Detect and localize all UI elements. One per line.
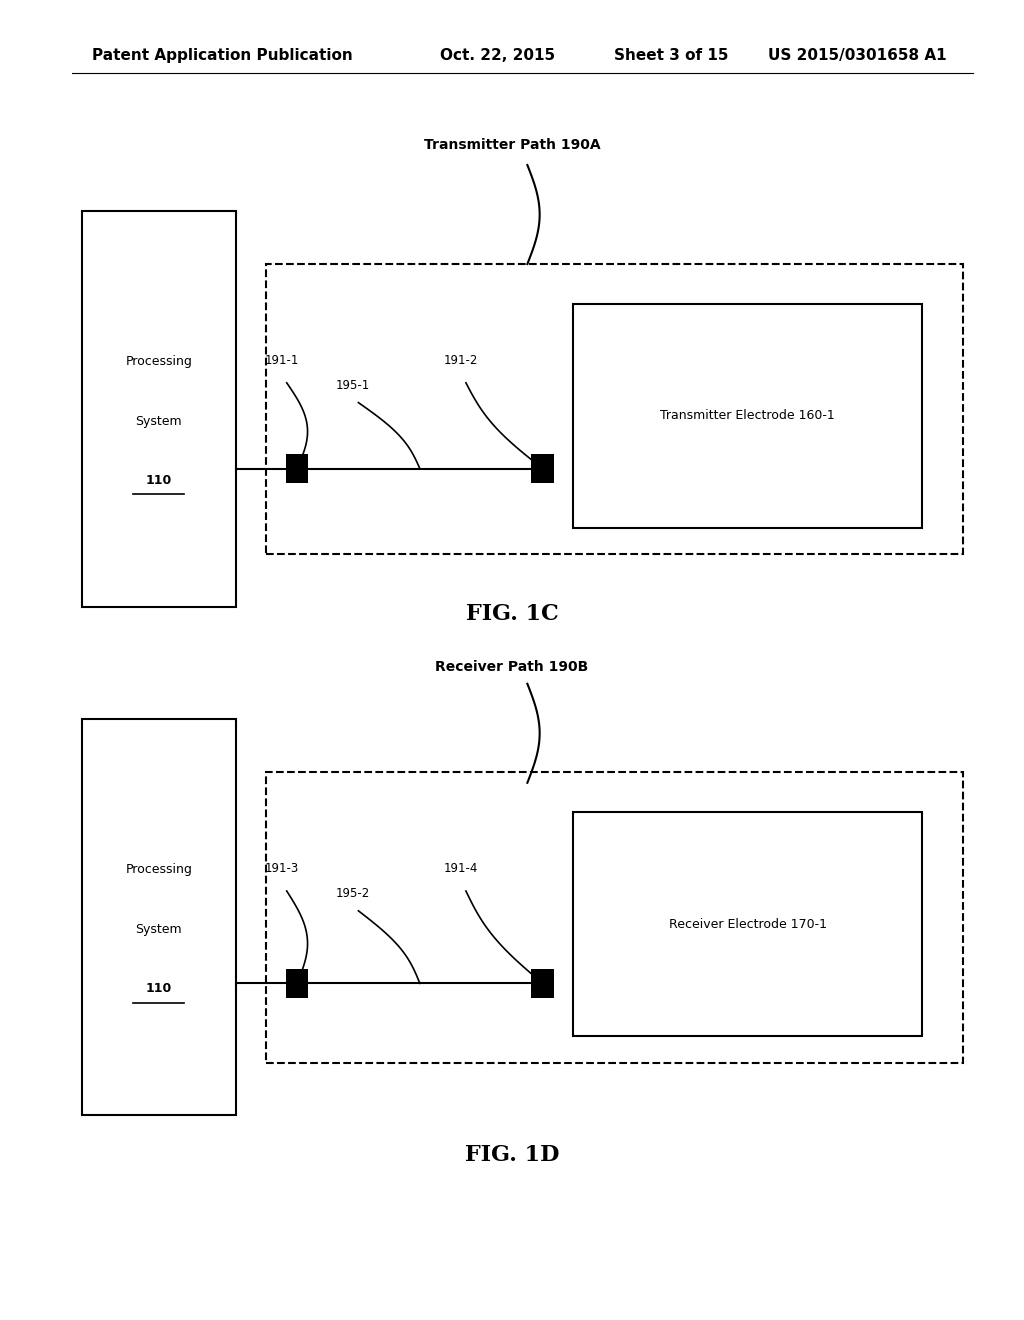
Text: 195-1: 195-1: [336, 379, 371, 392]
FancyBboxPatch shape: [286, 454, 308, 483]
Text: US 2015/0301658 A1: US 2015/0301658 A1: [768, 48, 946, 63]
Text: 191-1: 191-1: [264, 354, 299, 367]
FancyBboxPatch shape: [286, 969, 308, 998]
FancyBboxPatch shape: [573, 812, 922, 1036]
Text: 195-2: 195-2: [336, 887, 371, 900]
FancyBboxPatch shape: [266, 264, 963, 554]
Text: System: System: [135, 923, 182, 936]
Text: Oct. 22, 2015: Oct. 22, 2015: [440, 48, 555, 63]
Text: 110: 110: [145, 474, 172, 487]
Text: Receiver Electrode 170-1: Receiver Electrode 170-1: [669, 917, 826, 931]
Text: Transmitter Electrode 160-1: Transmitter Electrode 160-1: [660, 409, 835, 422]
Text: System: System: [135, 414, 182, 428]
FancyBboxPatch shape: [266, 772, 963, 1063]
Text: Transmitter Path 190A: Transmitter Path 190A: [424, 139, 600, 152]
FancyBboxPatch shape: [82, 211, 236, 607]
Text: Sheet 3 of 15: Sheet 3 of 15: [614, 48, 729, 63]
FancyBboxPatch shape: [531, 969, 554, 998]
FancyBboxPatch shape: [531, 454, 554, 483]
FancyBboxPatch shape: [82, 719, 236, 1115]
Text: Receiver Path 190B: Receiver Path 190B: [435, 660, 589, 673]
Text: 191-4: 191-4: [443, 862, 478, 875]
Text: 110: 110: [145, 982, 172, 995]
Text: FIG. 1C: FIG. 1C: [466, 603, 558, 624]
Text: Patent Application Publication: Patent Application Publication: [92, 48, 353, 63]
Text: FIG. 1D: FIG. 1D: [465, 1144, 559, 1166]
Text: 191-3: 191-3: [264, 862, 299, 875]
FancyBboxPatch shape: [573, 304, 922, 528]
Text: 191-2: 191-2: [443, 354, 478, 367]
Text: Processing: Processing: [125, 355, 193, 368]
Text: Processing: Processing: [125, 863, 193, 876]
